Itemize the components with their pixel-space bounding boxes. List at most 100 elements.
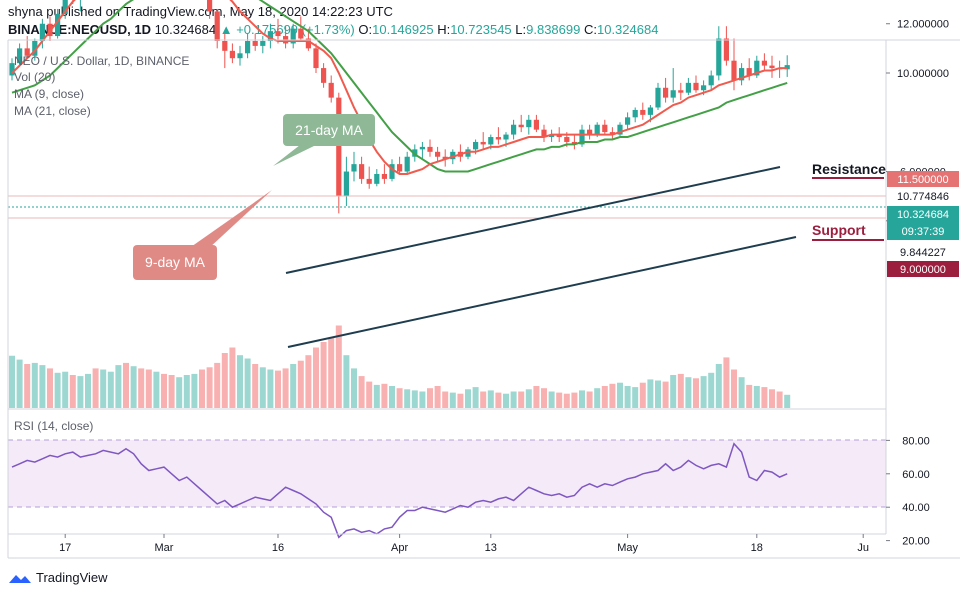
- volume-bar: [145, 369, 152, 408]
- volume-bar: [153, 371, 160, 408]
- rsi-line: [11, 442, 788, 539]
- candle-body: [229, 50, 235, 59]
- time-tick-label: Apr: [391, 542, 408, 554]
- volume-bar: [624, 386, 631, 408]
- candle-body: [473, 141, 479, 150]
- volume-bar: [594, 388, 601, 408]
- volume-bar: [373, 384, 380, 408]
- candle-body: [404, 156, 410, 172]
- lower-level-text: 9.844227: [900, 247, 946, 259]
- candle-body: [708, 75, 714, 86]
- candle-body: [435, 151, 441, 157]
- resistance-level-tag: [887, 171, 959, 187]
- candle-body: [397, 164, 403, 172]
- volume-bar: [199, 369, 205, 408]
- candle-body: [39, 23, 45, 41]
- chart-title: NEO / U.S. Dollar, 1D, BINANCE: [14, 54, 189, 68]
- candle-body: [518, 124, 524, 128]
- candle-body: [389, 164, 395, 179]
- volume-bar: [100, 369, 107, 408]
- candle-body: [374, 173, 380, 184]
- volume-bar: [632, 387, 639, 408]
- candle-body: [419, 146, 425, 150]
- volume-bar: [465, 389, 471, 408]
- candle-body: [556, 134, 562, 138]
- volume-bar: [24, 364, 31, 408]
- candle-body: [693, 82, 699, 91]
- volume-bar: [358, 376, 365, 408]
- price-tick-label: 10.000000: [897, 68, 949, 80]
- volume-bar: [769, 389, 775, 408]
- volume-bar: [54, 372, 61, 408]
- candle-body: [541, 129, 547, 138]
- volume-bar: [77, 376, 84, 408]
- candle-body: [769, 65, 775, 69]
- candle-body: [723, 38, 729, 61]
- candle-body: [17, 48, 23, 64]
- ma9-callout-text: 9-day MA: [145, 254, 206, 270]
- rsi-axis: 80.00 60.00 40.00 20.00: [886, 435, 930, 548]
- candles: [9, 0, 790, 214]
- upper-level-text: 10.774846: [897, 191, 949, 203]
- ma21-callout-pointer: [273, 145, 316, 166]
- ma21-callout: [283, 114, 375, 146]
- volume-bars: [9, 325, 791, 408]
- ma9-legend: MA (9, close): [14, 87, 84, 101]
- candle-body: [450, 151, 456, 160]
- volume-bar: [541, 388, 547, 408]
- candle-body: [754, 60, 760, 76]
- high-value: 10.723545: [450, 22, 512, 37]
- countdown-text: 09:37:39: [902, 226, 945, 238]
- candle-body: [625, 117, 631, 125]
- ma21-line: [11, 0, 788, 173]
- ma21-callout-text: 21-day MA: [295, 122, 363, 138]
- volume-bar: [229, 347, 236, 408]
- volume-bar: [297, 360, 304, 408]
- candle-body: [366, 178, 372, 184]
- candle-body: [488, 137, 494, 145]
- publish-info: shyna published on TradingView.com, May …: [8, 4, 393, 19]
- candle-body: [716, 38, 722, 76]
- candle-body: [632, 109, 638, 118]
- candle-body: [594, 124, 600, 135]
- candle-body: [313, 48, 319, 69]
- last-price-tag: [887, 206, 959, 240]
- volume-bar: [601, 386, 608, 408]
- volume-bar: [548, 391, 555, 408]
- candle-body: [252, 40, 258, 46]
- volume-bar: [563, 393, 570, 408]
- candle-body: [670, 90, 676, 98]
- candle-body: [602, 124, 608, 133]
- volume-bar: [419, 391, 426, 408]
- candle-body: [761, 60, 767, 66]
- volume-bar: [427, 388, 433, 408]
- candle-body: [336, 97, 342, 197]
- volume-bar: [784, 394, 791, 408]
- volume-bar: [206, 367, 213, 408]
- time-tick-label: 17: [59, 542, 71, 554]
- volume-bar: [31, 362, 38, 408]
- volume-bar: [16, 359, 23, 408]
- volume-bar: [237, 355, 243, 408]
- volume-legend: Vol (20): [14, 70, 55, 84]
- volume-bar: [693, 378, 699, 408]
- volume-bar: [662, 381, 669, 408]
- volume-bar: [313, 347, 319, 408]
- tradingview-logo[interactable]: TradingView: [8, 570, 108, 585]
- last-price: 10.324684: [154, 22, 217, 37]
- volume-bar: [85, 373, 91, 408]
- candle-body: [222, 40, 228, 51]
- rsi-tick-label: 60.00: [902, 469, 930, 481]
- volume-bar: [677, 373, 684, 408]
- resistance-label: Resistance: [812, 161, 886, 177]
- candle-body: [214, 11, 220, 41]
- volume-bar: [381, 383, 388, 408]
- candle-body: [24, 48, 30, 56]
- support-level-tag: [887, 261, 959, 277]
- candle-body: [427, 146, 433, 152]
- candle-body: [503, 134, 509, 140]
- volume-bar: [123, 362, 129, 408]
- candle-body: [685, 82, 691, 93]
- volume-bar: [670, 375, 677, 408]
